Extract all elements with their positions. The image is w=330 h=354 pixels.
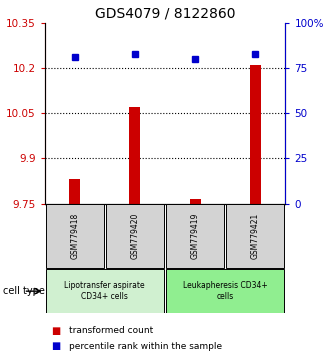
Bar <box>46 269 164 313</box>
Text: percentile rank within the sample: percentile rank within the sample <box>69 342 222 351</box>
Bar <box>166 204 224 268</box>
Text: GSM779419: GSM779419 <box>191 213 200 259</box>
Bar <box>250 65 261 204</box>
Bar <box>226 204 284 268</box>
Text: cell type: cell type <box>3 286 45 296</box>
Text: ■: ■ <box>51 341 60 351</box>
Text: GSM779421: GSM779421 <box>251 213 260 259</box>
Bar <box>129 107 140 204</box>
Text: transformed count: transformed count <box>69 326 153 336</box>
Bar <box>106 204 164 268</box>
Bar <box>166 269 284 313</box>
Text: Lipotransfer aspirate
CD34+ cells: Lipotransfer aspirate CD34+ cells <box>64 281 145 301</box>
Bar <box>69 179 80 204</box>
Text: ■: ■ <box>51 326 60 336</box>
Text: Leukapheresis CD34+
cells: Leukapheresis CD34+ cells <box>183 281 268 301</box>
Text: GSM779420: GSM779420 <box>130 213 139 259</box>
Title: GDS4079 / 8122860: GDS4079 / 8122860 <box>95 6 235 21</box>
Text: GSM779418: GSM779418 <box>70 213 79 259</box>
Bar <box>190 199 201 204</box>
Bar <box>46 204 104 268</box>
